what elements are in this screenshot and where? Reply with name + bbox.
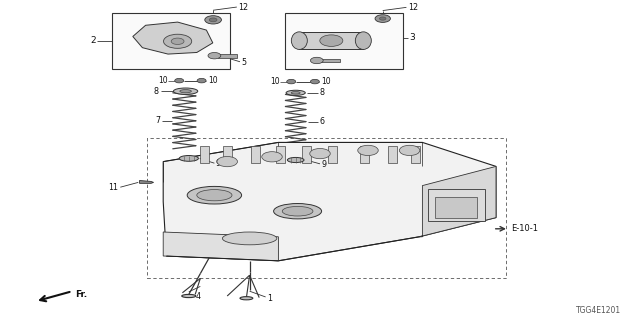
Ellipse shape — [187, 186, 242, 204]
Ellipse shape — [286, 90, 305, 95]
Circle shape — [217, 156, 237, 167]
Polygon shape — [140, 180, 154, 183]
Circle shape — [262, 152, 282, 162]
Ellipse shape — [282, 206, 313, 216]
Text: 9: 9 — [321, 160, 326, 169]
Polygon shape — [163, 142, 496, 261]
Text: 8: 8 — [320, 88, 325, 97]
Text: 7: 7 — [155, 116, 160, 125]
Text: 4: 4 — [195, 292, 200, 301]
Bar — [411, 146, 420, 163]
Bar — [285, 13, 403, 69]
Text: 11: 11 — [108, 183, 118, 192]
Circle shape — [310, 148, 330, 159]
Text: 3: 3 — [410, 34, 415, 43]
Circle shape — [287, 79, 296, 84]
Text: E-10-1: E-10-1 — [511, 224, 538, 233]
Circle shape — [375, 15, 390, 22]
Circle shape — [380, 17, 386, 20]
Circle shape — [358, 145, 378, 156]
Bar — [302, 146, 311, 163]
Bar — [251, 146, 260, 163]
Circle shape — [197, 78, 206, 83]
Text: 2: 2 — [90, 36, 96, 45]
Bar — [388, 146, 397, 163]
Bar — [300, 32, 364, 49]
Polygon shape — [419, 166, 496, 237]
Ellipse shape — [355, 32, 371, 50]
Text: 5: 5 — [356, 61, 362, 70]
Circle shape — [209, 18, 217, 22]
Text: 1: 1 — [268, 294, 273, 303]
Ellipse shape — [291, 32, 307, 50]
Text: 10: 10 — [158, 76, 168, 85]
Ellipse shape — [287, 157, 304, 163]
Ellipse shape — [291, 92, 300, 94]
Circle shape — [310, 57, 323, 64]
Text: Fr.: Fr. — [75, 290, 87, 299]
Ellipse shape — [182, 294, 196, 298]
Text: 10: 10 — [208, 76, 218, 85]
Circle shape — [399, 145, 420, 156]
Ellipse shape — [180, 90, 191, 93]
Ellipse shape — [274, 204, 322, 219]
Circle shape — [205, 16, 221, 24]
Ellipse shape — [223, 232, 277, 245]
Bar — [428, 189, 485, 221]
Bar — [112, 13, 230, 69]
Text: 10: 10 — [270, 77, 280, 86]
Text: 5: 5 — [241, 58, 246, 67]
Bar — [276, 146, 285, 163]
Text: 6: 6 — [320, 117, 325, 126]
Bar — [200, 146, 209, 163]
Text: 10: 10 — [321, 77, 331, 86]
Ellipse shape — [179, 156, 198, 161]
Ellipse shape — [173, 88, 198, 94]
Circle shape — [208, 52, 221, 59]
Circle shape — [310, 79, 319, 84]
Ellipse shape — [197, 189, 232, 201]
Bar — [223, 146, 232, 163]
Bar — [435, 197, 477, 218]
Bar — [147, 138, 506, 278]
Circle shape — [175, 78, 184, 83]
Text: 8: 8 — [154, 87, 159, 96]
Text: 12: 12 — [408, 3, 418, 12]
Text: TGG4E1201: TGG4E1201 — [575, 306, 621, 315]
Text: 12: 12 — [238, 3, 248, 12]
Bar — [328, 146, 337, 163]
Bar — [360, 146, 369, 163]
Text: 9: 9 — [216, 159, 221, 168]
Circle shape — [320, 35, 343, 46]
Polygon shape — [163, 232, 278, 261]
Circle shape — [171, 38, 184, 44]
Polygon shape — [133, 22, 212, 54]
Ellipse shape — [240, 297, 253, 300]
Circle shape — [164, 34, 191, 48]
Bar — [320, 59, 340, 62]
Bar — [218, 54, 237, 58]
